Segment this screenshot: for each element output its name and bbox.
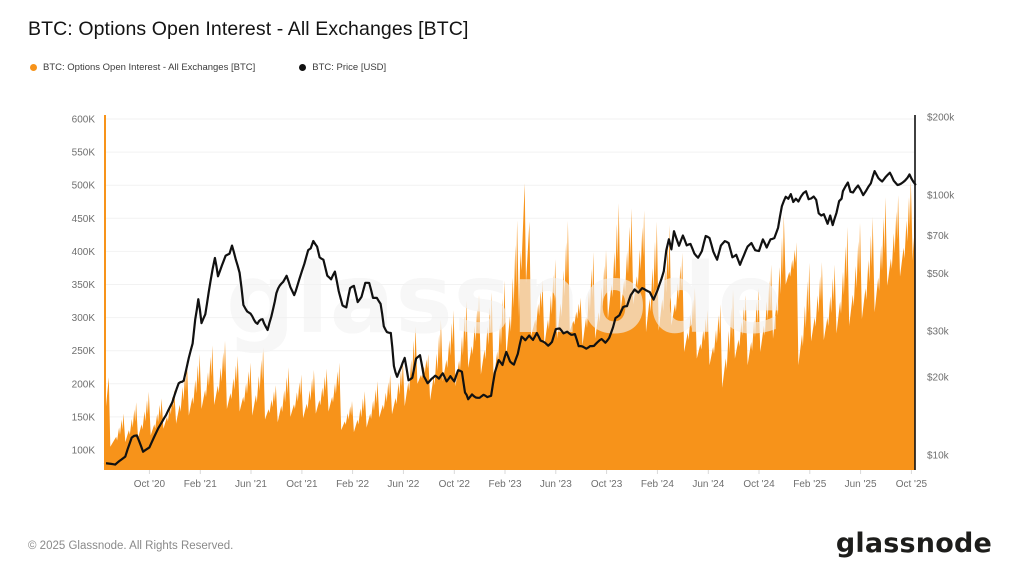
x-axis-tick-label: Oct '22 (439, 479, 471, 490)
legend-item-open-interest[interactable]: BTC: Options Open Interest - All Exchang… (30, 62, 255, 73)
open-interest-area[interactable] (105, 142, 916, 470)
page-title: BTC: Options Open Interest - All Exchang… (28, 18, 469, 40)
legend-item-price[interactable]: BTC: Price [USD] (299, 62, 386, 73)
x-axis-tick-label: Oct '20 (134, 479, 166, 490)
x-axis-tick-label: Feb '22 (336, 479, 369, 490)
x-axis-tick-label: Oct '21 (286, 479, 318, 490)
x-axis-tick-label: Feb '24 (641, 479, 674, 490)
left-axis-tick-label: 500K (72, 181, 96, 192)
x-axis-tick-label: Feb '21 (184, 479, 217, 490)
legend-dot-open-interest-icon (30, 64, 37, 71)
x-axis-tick-label: Oct '25 (896, 479, 928, 490)
legend-dot-price-icon (299, 64, 307, 71)
x-axis-tick-label: Jun '21 (235, 479, 267, 490)
legend-label-price: BTC: Price [USD] (312, 62, 387, 73)
x-axis-tick-label: Jun '22 (387, 479, 419, 490)
right-axis-tick-label: $30k (927, 327, 950, 338)
copyright-text: © 2025 Glassnode. All Rights Reserved. (28, 540, 234, 552)
left-axis-tick-label: 100K (72, 446, 96, 457)
x-axis-tick-label: Feb '23 (488, 479, 521, 490)
left-axis-tick-label: 250K (72, 346, 96, 357)
right-axis-tick-label: $200k (927, 113, 955, 124)
watermark: glassnode (226, 243, 784, 355)
left-axis-tick-label: 600K (72, 115, 96, 126)
legend-label-open-interest: BTC: Options Open Interest - All Exchang… (43, 62, 256, 73)
x-axis-tick-label: Jun '24 (692, 479, 724, 490)
x-axis-tick-label: Jun '23 (540, 479, 572, 490)
x-axis-tick-label: Feb '25 (793, 479, 826, 490)
x-axis-tick-label: Jun '25 (845, 479, 877, 490)
left-axis-tick-label: 400K (72, 247, 96, 258)
glassnode-logo[interactable]: glassnode (835, 528, 992, 559)
left-axis-tick-label: 550K (72, 148, 96, 159)
left-axis-tick-label: 150K (72, 412, 96, 423)
left-axis-tick-label: 350K (72, 280, 96, 291)
right-axis-tick-label: $70k (927, 231, 950, 242)
chart-canvas[interactable]: 600K 550K 500K 450K 400K 350K 300K 250K 200K 150K… (0, 0, 1024, 520)
x-axis-tick-label: Oct '23 (591, 479, 623, 490)
right-axis-tick-label: $10k (927, 451, 950, 462)
x-axis-tick-label: Oct '24 (743, 479, 775, 490)
right-axis-tick-label: $50k (927, 269, 950, 280)
right-axis-tick-label: $20k (927, 372, 950, 383)
price-line[interactable] (103, 170, 917, 466)
left-axis-tick-label: 450K (72, 214, 96, 225)
legend: BTC: Options Open Interest - All Exchang… (30, 62, 386, 73)
watermark: glassnode (226, 243, 784, 355)
right-axis-tick-label: $100k (927, 191, 955, 202)
left-axis-tick-label: 300K (72, 313, 96, 324)
left-axis-tick-label: 200K (72, 379, 96, 390)
